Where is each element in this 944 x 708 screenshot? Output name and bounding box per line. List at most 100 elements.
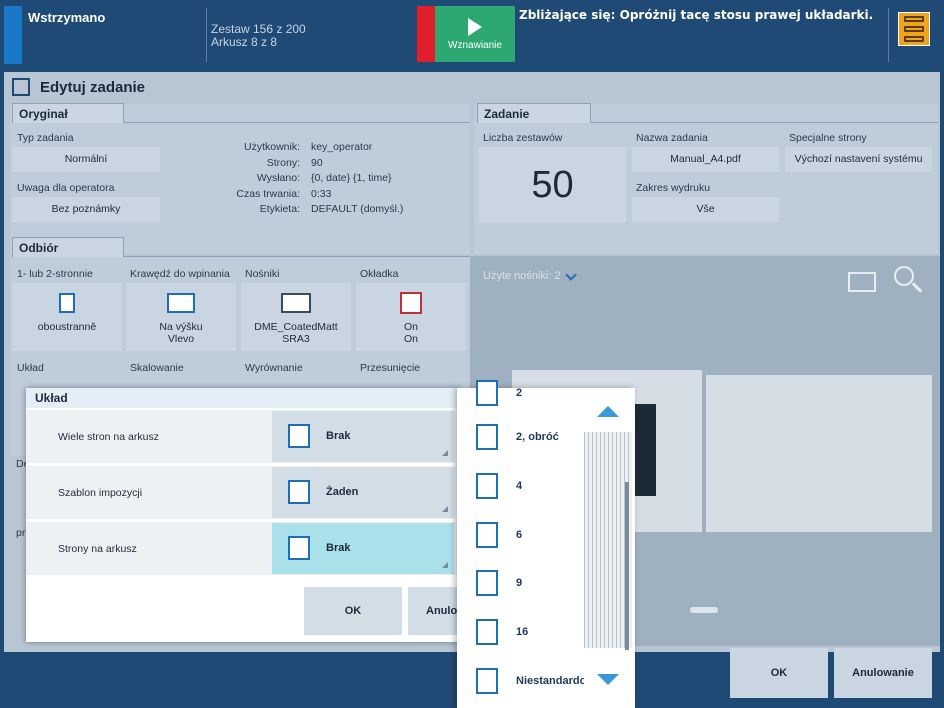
pages-2-icon <box>476 380 498 406</box>
dropdown-option[interactable]: 9 <box>472 566 582 602</box>
divider <box>206 8 207 62</box>
pages-9-icon <box>476 570 498 596</box>
option-label: 2, obróć <box>516 431 559 443</box>
drawer-icon <box>904 16 924 22</box>
print-range-field[interactable]: Vše <box>632 197 779 222</box>
scroll-down-button[interactable] <box>584 656 632 704</box>
media-used-toggle[interactable]: Użyte nośniki: 2 <box>483 270 561 282</box>
custom-layout-icon <box>476 668 498 694</box>
resume-button[interactable]: Wznawianie <box>435 6 515 62</box>
job-progress: Zestaw 156 z 200 Arkusz 8 z 8 <box>211 23 306 49</box>
job-type-label: Typ zadania <box>17 132 74 144</box>
pages-16-icon <box>476 619 498 645</box>
dropdown-option[interactable]: 16 <box>472 615 582 651</box>
scrollbar-thumb[interactable] <box>625 482 629 650</box>
duplex-tile[interactable]: oboustranně <box>12 283 122 351</box>
binding-orientation: Na výšku <box>159 321 203 333</box>
dropdown-option[interactable]: 2, obróć <box>472 420 582 456</box>
operator-note-label: Uwaga dla operatora <box>17 182 115 194</box>
select-value: Żaden <box>326 486 359 498</box>
cancel-button[interactable]: Anulowanie <box>834 648 932 698</box>
layout-label: Układ <box>17 362 44 374</box>
info-key: Wysłano: <box>256 172 300 184</box>
ok-button[interactable]: OK <box>730 648 828 698</box>
dialog-ok-button[interactable]: OK <box>304 587 402 635</box>
layout-icon <box>288 424 310 448</box>
cover-icon <box>400 292 422 314</box>
scroll-up-button[interactable] <box>584 392 632 432</box>
scrollbar-track[interactable] <box>584 432 632 648</box>
operator-note-field[interactable]: Bez poznámky <box>12 197 160 222</box>
status-indicator <box>4 6 22 64</box>
dialog-header <box>26 388 458 408</box>
row-label: Szablon impozycji <box>58 487 143 499</box>
play-icon <box>468 18 482 36</box>
special-pages-field[interactable]: Výchozí nastavení systému <box>785 147 932 172</box>
pages-4-icon <box>476 473 498 499</box>
cover-tile[interactable]: On On <box>356 283 466 351</box>
cover-label: Okładka <box>360 268 399 280</box>
chevron-down-icon <box>597 674 619 685</box>
dropdown-option[interactable]: Niestandardowy <box>472 664 602 700</box>
dropdown-option[interactable]: 2 <box>472 376 582 412</box>
option-label: 2 <box>516 387 523 399</box>
chevron-up-icon <box>597 406 619 417</box>
media-icon <box>281 293 311 313</box>
dropdown-option[interactable]: 4 <box>472 469 582 505</box>
tab-divider <box>124 122 470 123</box>
pages-6-icon <box>476 522 498 548</box>
special-pages-label: Specjalne strony <box>789 132 867 144</box>
info-value: key_operator <box>311 141 373 153</box>
tab-divider <box>124 256 470 257</box>
alert-indicator <box>417 6 435 62</box>
option-label: 16 <box>516 626 529 638</box>
sets-label: Liczba zestawów <box>483 132 563 144</box>
row-label: Wiele stron na arkusz <box>58 431 159 443</box>
job-type-field[interactable]: Normální <box>12 147 160 172</box>
option-label: 6 <box>516 529 523 541</box>
drawer-icon <box>904 36 924 42</box>
alignment-label: Wyrównanie <box>245 362 303 374</box>
preview-slider[interactable] <box>690 607 718 613</box>
select-value: Brak <box>326 542 351 554</box>
binding-icon <box>167 293 195 313</box>
binding-edge-label: Krawędź do wpinania <box>130 268 230 280</box>
dropdown-option[interactable]: 6 <box>472 518 582 554</box>
job-name-field[interactable]: Manual_A4.pdf <box>632 147 779 172</box>
pages-per-sheet-select[interactable]: Brak <box>272 523 454 574</box>
sheet-progress: Arkusz 8 z 8 <box>211 35 278 49</box>
dropdown-corner-icon <box>442 506 448 512</box>
partial-label: pr <box>16 527 26 539</box>
select-value: Brak <box>326 430 351 442</box>
tab-original[interactable]: Oryginał <box>12 103 124 123</box>
option-label: Niestandardowy <box>516 675 601 687</box>
option-label: 9 <box>516 577 523 589</box>
job-name-label: Nazwa zadania <box>636 132 708 144</box>
media-tile[interactable]: DME_CoatedMatt SRA3 <box>241 283 351 351</box>
book-view-icon[interactable] <box>848 272 876 292</box>
info-key: Strony: <box>266 156 300 169</box>
tab-job[interactable]: Zadanie <box>477 103 591 123</box>
row-label: Strony na arkusz <box>58 543 137 555</box>
option-label: 4 <box>516 480 523 492</box>
scaling-label: Skalowanie <box>130 362 184 374</box>
tab-divider <box>591 122 938 123</box>
info-value: {0, date} {1, time} <box>311 172 392 184</box>
imposition-select[interactable]: Żaden <box>272 467 454 518</box>
sets-count-field[interactable]: 50 <box>479 147 626 223</box>
imposition-icon <box>288 480 310 504</box>
media-label: Nośniki <box>245 268 280 280</box>
zoom-icon[interactable] <box>894 266 914 286</box>
resume-label: Wznawianie <box>448 40 502 51</box>
binding-edge-tile[interactable]: Na výšku Vlevo <box>126 283 236 351</box>
front-cover-value: On <box>403 321 418 333</box>
divider <box>888 8 889 62</box>
system-menu-button[interactable] <box>898 12 930 46</box>
pages-2-rotate-icon <box>476 424 498 450</box>
shift-label: Przesunięcie <box>360 362 421 374</box>
media-size: SRA3 <box>282 333 310 345</box>
original-section <box>10 104 470 254</box>
preview-sheet-2 <box>706 375 932 532</box>
tab-output[interactable]: Odbiór <box>12 237 124 257</box>
multi-page-select[interactable]: Brak <box>272 411 454 462</box>
